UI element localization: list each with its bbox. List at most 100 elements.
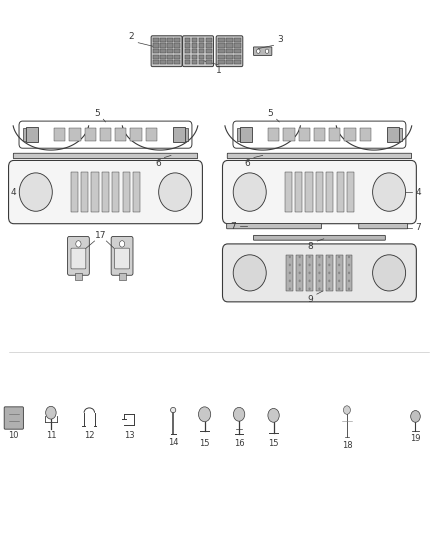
Bar: [26, 127, 38, 142]
Bar: [199, 38, 205, 42]
Circle shape: [46, 406, 56, 419]
FancyBboxPatch shape: [9, 160, 202, 224]
Bar: [167, 60, 173, 64]
Circle shape: [318, 279, 321, 282]
Circle shape: [338, 287, 340, 290]
Bar: [174, 60, 180, 64]
Bar: [75, 272, 82, 279]
Text: 4: 4: [416, 188, 421, 197]
FancyBboxPatch shape: [67, 237, 89, 275]
Circle shape: [348, 271, 350, 274]
Bar: [174, 38, 180, 42]
Text: 13: 13: [124, 431, 134, 440]
Text: 6: 6: [155, 159, 161, 167]
Bar: [305, 172, 313, 212]
Text: 17: 17: [95, 231, 106, 240]
Ellipse shape: [159, 173, 192, 211]
FancyBboxPatch shape: [151, 36, 182, 67]
Bar: [174, 44, 180, 48]
Text: 2: 2: [128, 32, 134, 41]
FancyBboxPatch shape: [183, 36, 214, 67]
FancyBboxPatch shape: [254, 47, 272, 55]
Text: 5: 5: [94, 109, 99, 118]
Circle shape: [348, 279, 350, 282]
FancyBboxPatch shape: [227, 154, 412, 159]
Bar: [153, 38, 159, 42]
Circle shape: [348, 287, 350, 290]
Circle shape: [299, 264, 301, 266]
Bar: [153, 49, 159, 53]
Bar: [81, 172, 88, 212]
Text: 7: 7: [230, 222, 236, 231]
Bar: [192, 44, 198, 48]
Bar: [240, 127, 252, 142]
Circle shape: [318, 256, 321, 259]
Bar: [286, 255, 293, 291]
Bar: [102, 172, 109, 212]
Bar: [115, 128, 127, 141]
Bar: [226, 44, 233, 48]
Bar: [160, 60, 166, 64]
Bar: [167, 49, 173, 53]
Circle shape: [318, 271, 321, 274]
FancyBboxPatch shape: [359, 223, 408, 229]
Bar: [347, 172, 354, 212]
Bar: [360, 128, 371, 141]
Bar: [199, 54, 205, 59]
Bar: [173, 127, 185, 142]
Circle shape: [76, 241, 81, 247]
Bar: [206, 44, 212, 48]
Bar: [184, 54, 190, 59]
Circle shape: [308, 287, 311, 290]
Bar: [192, 49, 198, 53]
Bar: [393, 128, 402, 141]
Circle shape: [318, 264, 321, 266]
Circle shape: [299, 256, 301, 259]
Text: 12: 12: [84, 431, 95, 440]
Bar: [226, 49, 233, 53]
Text: 11: 11: [46, 431, 56, 440]
FancyBboxPatch shape: [216, 36, 243, 67]
Bar: [218, 38, 225, 42]
Bar: [326, 255, 333, 291]
Bar: [184, 44, 190, 48]
Ellipse shape: [233, 173, 266, 211]
Circle shape: [308, 256, 311, 259]
Bar: [326, 172, 333, 212]
Bar: [179, 128, 187, 141]
Circle shape: [198, 407, 211, 422]
Circle shape: [233, 407, 245, 421]
Bar: [184, 49, 190, 53]
Bar: [192, 38, 198, 42]
Ellipse shape: [373, 173, 406, 211]
Text: 3: 3: [277, 35, 283, 44]
Bar: [234, 38, 241, 42]
Bar: [167, 44, 173, 48]
Bar: [329, 128, 340, 141]
Bar: [285, 172, 292, 212]
Circle shape: [299, 287, 301, 290]
Bar: [218, 44, 225, 48]
Circle shape: [348, 264, 350, 266]
Bar: [234, 49, 241, 53]
Bar: [199, 60, 205, 64]
Bar: [283, 128, 294, 141]
Bar: [316, 255, 323, 291]
Circle shape: [257, 49, 260, 53]
Text: 15: 15: [199, 439, 210, 448]
FancyBboxPatch shape: [254, 236, 385, 240]
Bar: [299, 128, 310, 141]
Bar: [92, 172, 99, 212]
Text: 1: 1: [216, 66, 222, 75]
Bar: [218, 54, 225, 59]
Circle shape: [338, 256, 340, 259]
Circle shape: [318, 287, 321, 290]
Bar: [237, 128, 246, 141]
Bar: [268, 128, 279, 141]
Circle shape: [338, 264, 340, 266]
FancyBboxPatch shape: [223, 160, 417, 224]
Bar: [184, 60, 190, 64]
Bar: [199, 49, 205, 53]
Circle shape: [328, 264, 330, 266]
Bar: [167, 54, 173, 59]
